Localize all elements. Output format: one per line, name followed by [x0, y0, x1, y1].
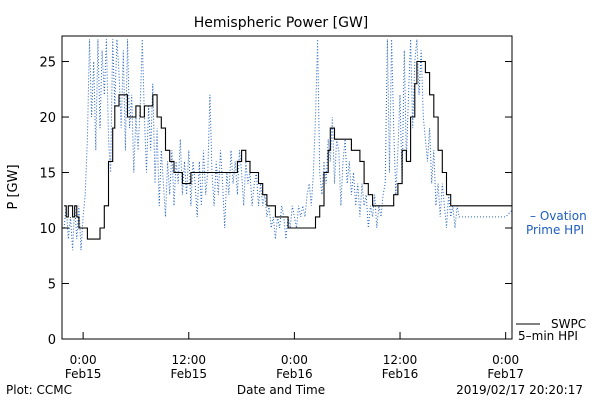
- y-tick-label-3: 15: [39, 167, 56, 182]
- y-tick-label-1: 5: [48, 278, 56, 293]
- x-tick-time-2: 0:00: [281, 353, 308, 367]
- series-ovation-prime-hpi-line: [63, 39, 512, 251]
- x-tick-date-1: Feb15: [171, 367, 208, 381]
- x-tick-time-3: 12:00: [383, 353, 418, 367]
- chart-title: Hemispheric Power [GW]: [194, 15, 369, 31]
- x-axis-label: Date and Time: [237, 383, 325, 397]
- legend-swpc-line2: 5–min HPI: [518, 329, 578, 343]
- y-tick-label-0: 0: [48, 333, 56, 348]
- series-swpc-hpi-line: [64, 60, 512, 240]
- series-layer: [63, 39, 512, 251]
- legend-ovation-line1: – Ovation: [530, 209, 587, 223]
- y-tick-label-4: 20: [39, 111, 56, 126]
- x-tick-date-2: Feb16: [276, 367, 313, 381]
- plot-timestamp: 2019/02/17 20:20:17: [456, 383, 583, 397]
- y-tick-label-2: 10: [39, 222, 56, 237]
- x-tick-date-0: Feb15: [65, 367, 102, 381]
- x-tick-date-4: Feb17: [487, 367, 524, 381]
- legend: – Ovation Prime HPI SWPC 5–min HPI: [516, 209, 587, 343]
- x-tick-time-1: 12:00: [171, 353, 206, 367]
- x-tick-date-3: Feb16: [382, 367, 419, 381]
- plot-frame: [61, 35, 513, 340]
- legend-swpc-line1: SWPC: [551, 317, 586, 331]
- y-axis-label: P [GW]: [6, 164, 21, 209]
- x-axis: 0:00Feb1512:00Feb150:00Feb1612:00Feb160:…: [65, 332, 524, 381]
- x-tick-time-4: 0:00: [492, 353, 519, 367]
- plot-credit: Plot: CCMC: [6, 383, 72, 397]
- y-axis: 0 5 10 15 20 25: [39, 56, 512, 348]
- y-tick-label-5: 25: [39, 56, 56, 71]
- x-tick-time-0: 0:00: [70, 353, 97, 367]
- legend-ovation-line2: Prime HPI: [526, 223, 584, 237]
